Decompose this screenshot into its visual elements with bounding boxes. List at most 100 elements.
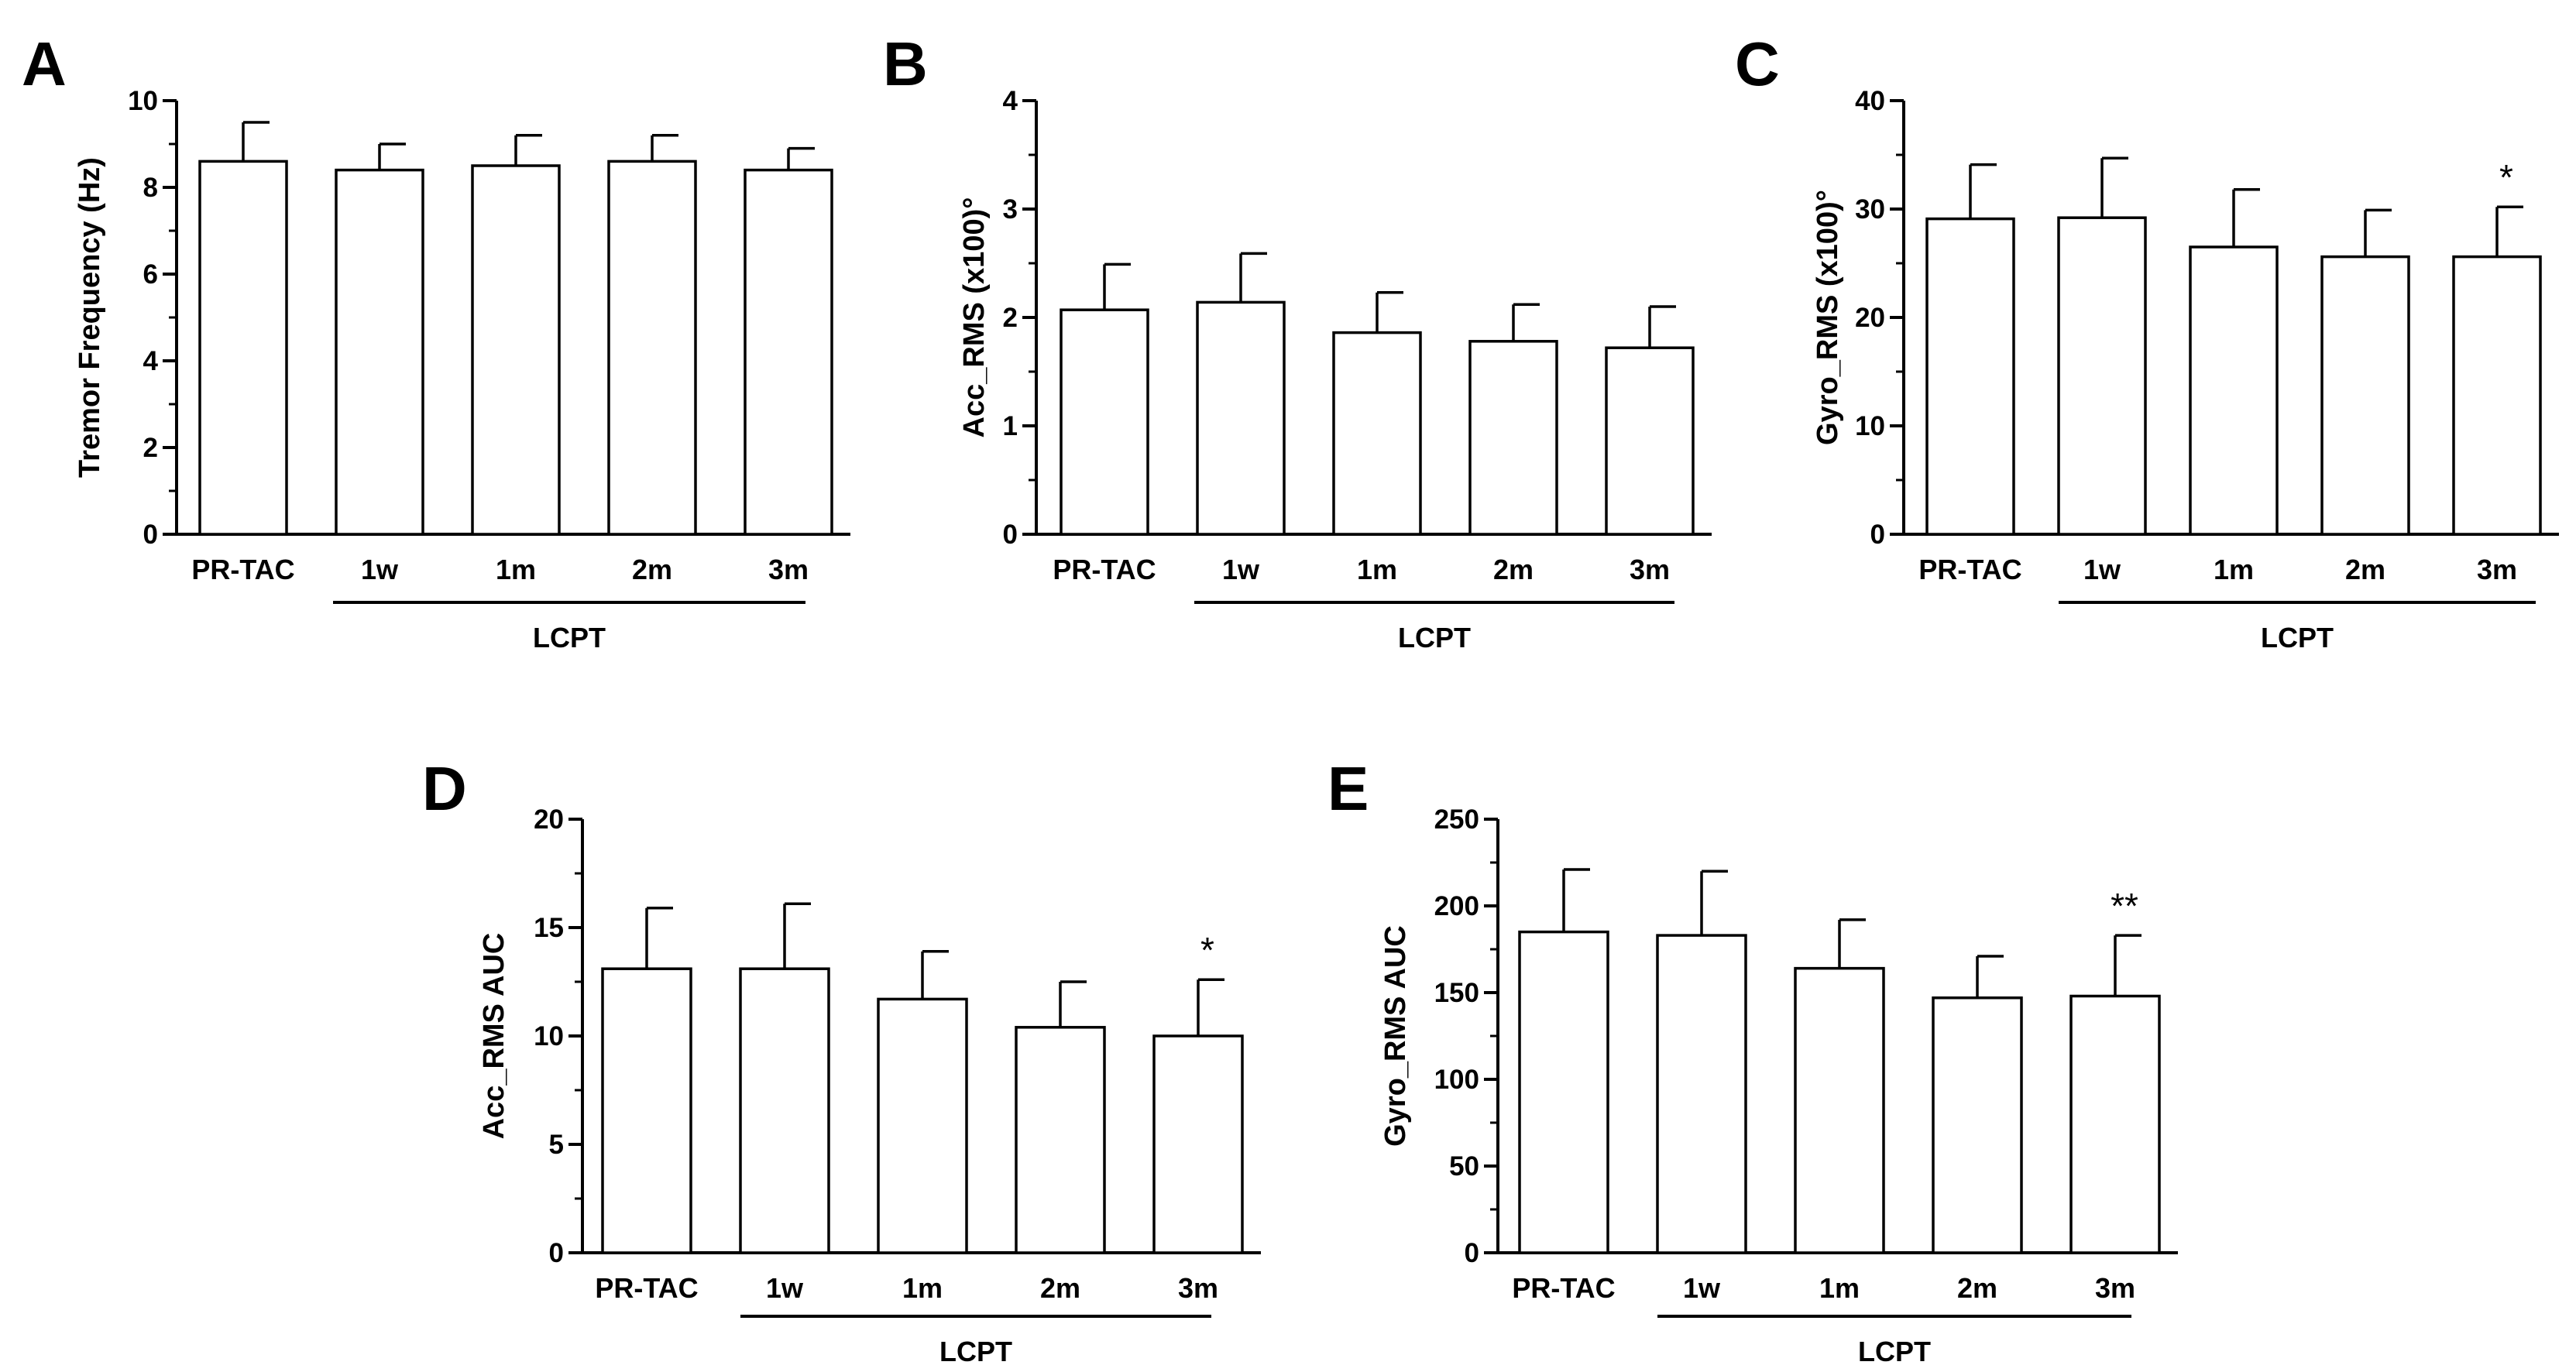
y-tick-label: 8 bbox=[143, 173, 158, 203]
y-tick-label: 200 bbox=[1434, 891, 1479, 921]
bar bbox=[2452, 255, 2542, 536]
y-tick-label: 0 bbox=[549, 1238, 564, 1268]
bar bbox=[744, 168, 833, 536]
y-tick-label: 40 bbox=[1855, 86, 1885, 116]
y-tick-label: 0 bbox=[1003, 520, 1018, 550]
bar bbox=[2057, 216, 2147, 536]
bar bbox=[1518, 930, 1609, 1254]
y-tick-label: 5 bbox=[549, 1130, 564, 1160]
y-tick-label: 10 bbox=[534, 1021, 564, 1051]
bar bbox=[1060, 308, 1149, 536]
x-tick-label: 2m bbox=[632, 554, 672, 585]
bar bbox=[1656, 934, 1747, 1254]
bar bbox=[1152, 1034, 1244, 1254]
x-tick-label: 1w bbox=[1222, 554, 1260, 585]
y-tick-label: 2 bbox=[143, 433, 158, 463]
bar bbox=[471, 164, 561, 536]
x-tick-label: 1w bbox=[361, 554, 399, 585]
chart-panel-a: A Tremor Frequency (Hz) 0 2 4 6 8 10 PR-TAC 1w 1m 2… bbox=[22, 29, 850, 653]
y-tick-label: 10 bbox=[1855, 411, 1885, 441]
x-tick-label: 2m bbox=[1040, 1272, 1080, 1304]
chart-panel-c: C Gyro_RMS (x100)° 0 10 20 30 40 PR-TAC 1w 1m 2m 3m… bbox=[1735, 29, 2559, 653]
x-tick-label: 1m bbox=[902, 1272, 943, 1304]
y-tick-label: 4 bbox=[1003, 86, 1018, 116]
significance-marker: ** bbox=[2111, 886, 2138, 926]
y-axis-label: Gyro_RMS (x100)° bbox=[1812, 190, 1844, 445]
x-tick-label: 1m bbox=[1357, 554, 1397, 585]
group-label: LCPT bbox=[1398, 622, 1471, 653]
y-tick-label: 0 bbox=[143, 520, 158, 550]
bar bbox=[335, 168, 424, 536]
bar bbox=[1925, 217, 2015, 536]
panel-letter: E bbox=[1327, 754, 1369, 823]
y-tick-label: 150 bbox=[1434, 978, 1479, 1008]
bar bbox=[1332, 331, 1422, 536]
x-tick-label: PR-TAC bbox=[1918, 554, 2021, 585]
bar bbox=[2069, 994, 2161, 1254]
y-axis-label: Tremor Frequency (Hz) bbox=[74, 157, 106, 478]
x-tick-label: 1m bbox=[496, 554, 536, 585]
bar bbox=[2320, 255, 2410, 536]
y-axis-label: Gyro_RMS AUC bbox=[1379, 925, 1412, 1147]
x-tick-label: PR-TAC bbox=[1512, 1272, 1615, 1304]
x-tick-label: 2m bbox=[2345, 554, 2385, 585]
y-tick-label: 20 bbox=[1855, 303, 1885, 333]
y-tick-label: 3 bbox=[1003, 194, 1018, 225]
x-tick-label: 1m bbox=[1819, 1272, 1860, 1304]
y-axis-label: Acc_RMS AUC bbox=[478, 933, 510, 1140]
group-label: LCPT bbox=[939, 1336, 1012, 1367]
x-tick-label: 1m bbox=[2214, 554, 2254, 585]
x-tick-label: 2m bbox=[1493, 554, 1534, 585]
bar bbox=[1605, 346, 1695, 536]
y-tick-label: 6 bbox=[143, 259, 158, 290]
chart-panel-e: E Gyro_RMS AUC 0 50 100 150 200 250 PR-TAC 1w 1m 2m… bbox=[1327, 754, 2178, 1367]
bar bbox=[1468, 340, 1558, 536]
x-tick-label: PR-TAC bbox=[595, 1272, 698, 1304]
bar bbox=[607, 159, 697, 536]
x-tick-label: 3m bbox=[1178, 1272, 1218, 1304]
y-tick-label: 1 bbox=[1003, 411, 1018, 441]
y-tick-label: 20 bbox=[534, 804, 564, 835]
y-axis-label: Acc_RMS (x100)° bbox=[958, 197, 991, 438]
x-tick-label: 1w bbox=[1683, 1272, 1721, 1304]
x-tick-label: 1w bbox=[766, 1272, 804, 1304]
y-tick-label: 0 bbox=[1465, 1238, 1479, 1268]
bar bbox=[1015, 1026, 1106, 1254]
y-tick-label: 15 bbox=[534, 913, 564, 943]
x-tick-label: 3m bbox=[2477, 554, 2517, 585]
y-tick-label: 50 bbox=[1449, 1151, 1479, 1182]
group-label: LCPT bbox=[1858, 1336, 1931, 1367]
panel-letter: B bbox=[883, 29, 928, 98]
bar bbox=[198, 159, 288, 536]
y-tick-label: 4 bbox=[143, 346, 159, 376]
x-tick-label: 3m bbox=[1630, 554, 1670, 585]
panel-letter: C bbox=[1735, 29, 1780, 98]
bar bbox=[1196, 300, 1286, 536]
y-tick-label: 30 bbox=[1855, 194, 1885, 225]
panel-letter: A bbox=[22, 29, 67, 98]
group-label: LCPT bbox=[533, 622, 606, 653]
x-tick-label: PR-TAC bbox=[1053, 554, 1156, 585]
y-tick-label: 0 bbox=[1870, 520, 1885, 550]
bar bbox=[877, 997, 968, 1254]
significance-marker: * bbox=[2499, 157, 2513, 197]
bar bbox=[1932, 996, 2023, 1254]
x-tick-label: 3m bbox=[768, 554, 809, 585]
x-tick-label: 1w bbox=[2083, 554, 2121, 585]
bar bbox=[739, 967, 830, 1254]
x-tick-label: 2m bbox=[1957, 1272, 1997, 1304]
y-tick-label: 10 bbox=[128, 86, 158, 116]
significance-marker: * bbox=[1200, 930, 1214, 970]
x-tick-label: 3m bbox=[2095, 1272, 2135, 1304]
bar bbox=[601, 967, 692, 1254]
chart-panel-d: D Acc_RMS AUC 0 5 10 15 20 PR-TAC 1w 1m 2m 3m * LCPT bbox=[422, 754, 1261, 1367]
panel-letter: D bbox=[422, 754, 467, 823]
y-tick-label: 100 bbox=[1434, 1065, 1479, 1095]
y-tick-label: 250 bbox=[1434, 804, 1479, 835]
y-tick-label: 2 bbox=[1003, 303, 1018, 333]
bar bbox=[1794, 966, 1885, 1254]
bar bbox=[2189, 245, 2279, 536]
group-label: LCPT bbox=[2261, 622, 2334, 653]
x-tick-label: PR-TAC bbox=[191, 554, 294, 585]
